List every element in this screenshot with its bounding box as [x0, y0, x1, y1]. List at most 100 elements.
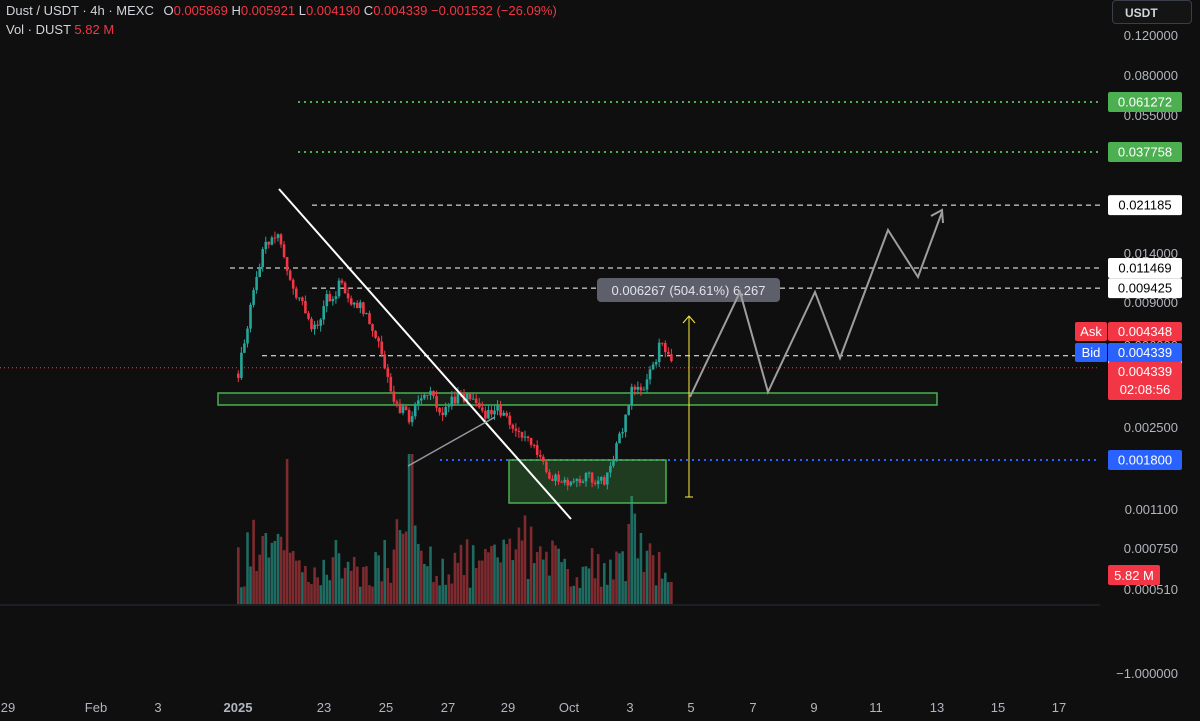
- volume-bar-down: [599, 586, 603, 604]
- candle-down: [273, 237, 277, 239]
- volume-bar-down: [648, 543, 652, 604]
- volume-bar-up: [267, 557, 271, 604]
- candle-down: [453, 396, 457, 404]
- level-price-tag: [1108, 278, 1182, 299]
- candle-up: [471, 398, 475, 400]
- candle-up: [337, 280, 341, 297]
- volume-bar-up: [273, 540, 277, 604]
- candle-up: [246, 328, 249, 344]
- volume-bar-up: [548, 575, 551, 604]
- candle-up: [554, 474, 557, 481]
- volume-bar-down: [252, 519, 255, 604]
- candles: [237, 231, 673, 491]
- candle-up: [612, 461, 615, 466]
- volume-bar-up: [493, 544, 496, 604]
- level-price-tag: [1108, 92, 1182, 112]
- volume-bar-down: [523, 515, 527, 604]
- volume-bar-down: [401, 533, 405, 604]
- candle-down: [468, 393, 472, 400]
- currency-button[interactable]: USDT: [1112, 0, 1192, 24]
- level-price-text: 0.021185: [1118, 198, 1171, 213]
- candle-down: [340, 280, 344, 283]
- measure-tooltip-text: 0.006267 (504.61%) 6,267: [612, 283, 766, 298]
- volume-bar-up: [246, 532, 249, 604]
- candle-up: [563, 479, 566, 483]
- candle-down: [557, 474, 560, 482]
- price-labels: 0.061272 0.037758 0.021185 0.011469 0.009425…: [1075, 92, 1182, 585]
- volume-bar-down: [304, 565, 307, 604]
- volume-bar-down: [566, 569, 569, 604]
- bid-price-text: 0.004339: [1118, 345, 1172, 360]
- candle-down: [328, 294, 332, 302]
- candle-down: [398, 403, 402, 413]
- candle-up: [627, 405, 630, 415]
- symbol-title[interactable]: Dust / USDT · 4h · MEXC: [6, 3, 154, 18]
- volume-bar-up: [264, 533, 268, 604]
- candle-down: [368, 313, 371, 325]
- candle-up: [523, 436, 527, 438]
- volume-bar-down: [389, 582, 393, 604]
- candle-down: [395, 401, 399, 404]
- volume-bar-down: [368, 585, 371, 604]
- volume-bar-down: [237, 547, 240, 604]
- candle-down: [545, 461, 548, 473]
- candle-down: [535, 445, 539, 455]
- low-value: 0.004190: [305, 3, 361, 18]
- volume-bar-up: [423, 564, 426, 604]
- ask-price-text: 0.004348: [1118, 324, 1172, 339]
- candle-down: [505, 412, 508, 416]
- volume-label[interactable]: Vol · DUST: [6, 22, 71, 37]
- candle-up: [624, 414, 627, 433]
- volume-bar-down: [447, 574, 451, 604]
- candle-down: [362, 302, 365, 314]
- volume-bar-down: [316, 577, 319, 604]
- volume-bar-up: [654, 585, 658, 604]
- candle-down: [237, 373, 240, 378]
- volume-bar-up: [630, 496, 633, 604]
- candle-down: [566, 479, 569, 486]
- volume-bar-up: [618, 553, 621, 604]
- candle-up: [575, 479, 579, 482]
- volume-bar-down: [282, 550, 286, 604]
- volume-bar-up: [664, 572, 667, 604]
- candle-down: [526, 436, 530, 438]
- candle-down: [660, 342, 664, 344]
- volume-bar-down: [420, 550, 423, 604]
- candle-up: [587, 472, 591, 474]
- candle-down: [539, 455, 542, 457]
- volume-bar-up: [322, 559, 325, 604]
- bid-price-tag: [1108, 343, 1182, 362]
- projection-path: [689, 211, 943, 398]
- y-tick-label: 0.080000: [1124, 68, 1178, 83]
- volume-bar-down: [478, 560, 481, 604]
- candle-down: [441, 412, 444, 416]
- volume-bar-down: [627, 524, 630, 604]
- candle-down: [267, 241, 271, 245]
- volume-bar-down: [508, 538, 512, 604]
- volume-bar-down: [288, 552, 292, 604]
- candle-down: [377, 337, 380, 342]
- volume-bar-up: [636, 558, 640, 604]
- candle-up: [313, 324, 316, 330]
- x-tick-label: 5: [687, 700, 694, 715]
- candle-up: [648, 369, 652, 380]
- volume-bar-down: [651, 555, 655, 604]
- volume-bar-up: [270, 542, 274, 604]
- high-value: 0.005921: [240, 3, 296, 18]
- candle-up: [319, 319, 322, 326]
- volume-bar-up: [624, 581, 627, 604]
- candle-down: [407, 410, 411, 423]
- candle-up: [654, 362, 658, 365]
- candle-up: [252, 290, 255, 305]
- candle-up: [322, 306, 325, 320]
- volume-value: 5.82 M: [74, 22, 115, 37]
- x-tick-label: Feb: [85, 700, 107, 715]
- candle-down: [310, 318, 313, 330]
- volume-bar-down: [657, 551, 661, 604]
- candle-down: [301, 297, 304, 301]
- volume-bars: [237, 454, 673, 604]
- bid-tag-text: Bid: [1082, 345, 1101, 360]
- x-tick-label: 25: [379, 700, 393, 715]
- volume-bar-down: [243, 586, 246, 604]
